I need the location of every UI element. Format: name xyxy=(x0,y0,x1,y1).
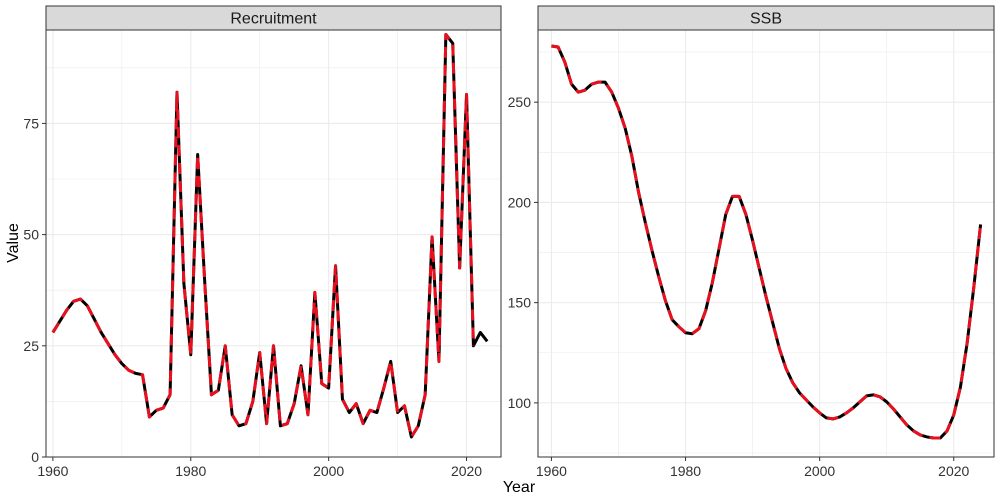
x-tick-label: 2000 xyxy=(804,463,835,479)
strip-label-recruitment: Recruitment xyxy=(230,11,317,28)
y-tick-label: 0 xyxy=(31,449,39,465)
x-tick-label: 2000 xyxy=(313,463,344,479)
y-tick-label: 75 xyxy=(23,115,39,131)
y-tick-label: 50 xyxy=(23,227,39,243)
panel-recruitment: Recruitment 1960 1980 2000 2020 0 25 50 75 xyxy=(23,5,502,479)
recruitment-series-line-solid xyxy=(51,32,489,439)
y-axis-title: Value xyxy=(5,223,22,263)
ticks-recruitment: 1960 1980 2000 2020 0 25 50 75 xyxy=(23,115,482,479)
strip-recruitment xyxy=(45,5,502,31)
series-lines-ssb xyxy=(551,44,983,440)
x-tick-label: 1960 xyxy=(37,463,68,479)
gridlines-ssb xyxy=(538,30,994,457)
panel-ssb: SSB 1960 1980 2000 2020 100 150 200 250 xyxy=(508,5,995,479)
panel-border-ssb xyxy=(537,29,995,458)
strip-label-ssb: SSB xyxy=(750,11,782,28)
x-axis-title: Year xyxy=(503,479,536,496)
ticks-ssb: 1960 1980 2000 2020 100 150 200 250 xyxy=(508,94,970,479)
y-tick-label: 150 xyxy=(508,295,532,311)
y-tick-label: 100 xyxy=(508,395,532,411)
ssb-series-line-dashed xyxy=(551,44,983,440)
y-tick-label: 250 xyxy=(508,94,532,110)
strip-ssb xyxy=(537,5,995,31)
series-lines-recruitment xyxy=(51,32,489,439)
x-tick-label: 1960 xyxy=(536,463,567,479)
gridlines-recruitment xyxy=(46,30,501,458)
x-tick-label: 1980 xyxy=(670,463,701,479)
y-tick-label: 200 xyxy=(508,194,532,210)
panel-border-recruitment xyxy=(45,29,502,458)
recruitment-series-line-dashed xyxy=(51,32,475,439)
y-tick-label: 25 xyxy=(23,338,39,354)
x-tick-label: 1980 xyxy=(175,463,206,479)
x-tick-label: 2020 xyxy=(451,463,482,479)
x-tick-label: 2020 xyxy=(938,463,969,479)
